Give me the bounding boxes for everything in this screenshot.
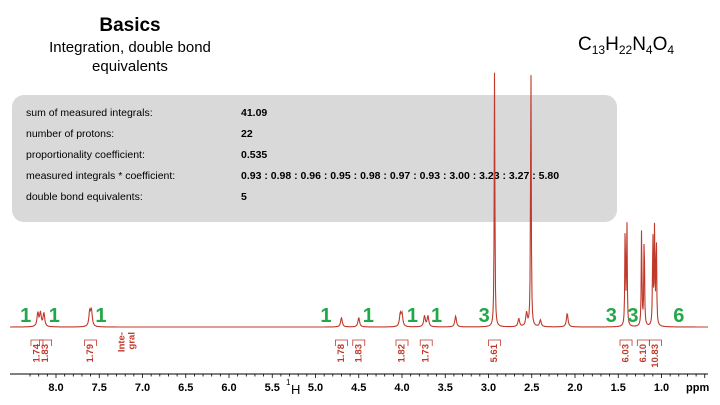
x-axis: 8.0 7.5 7.0 6.5 6.0 5.5 5.0 4.5 4.0 3.5 3.0 2.5 2.0 1… bbox=[10, 373, 709, 397]
proton-count-2: 1 bbox=[95, 305, 106, 327]
info-value-protons: 22 bbox=[241, 128, 253, 140]
integral-bracket-5 bbox=[395, 339, 409, 346]
integral-bracket-2 bbox=[84, 339, 97, 346]
formula-h-count: 22 bbox=[618, 43, 633, 57]
integral-label-4: 1.83 bbox=[353, 344, 364, 363]
title-block: Basics Integration, double bond equivale… bbox=[20, 14, 240, 76]
proton-count-6: 1 bbox=[431, 305, 442, 327]
integral-bracket-4 bbox=[352, 339, 366, 346]
x-tick-label-5: 5.5 bbox=[265, 382, 280, 394]
integral-header-1: gral bbox=[127, 332, 138, 349]
integral-bracket-7 bbox=[488, 339, 501, 346]
x-tick-label-10: 3.0 bbox=[481, 382, 496, 394]
x-axis-label-prefix: 1 bbox=[286, 378, 291, 387]
spectrum-trace bbox=[10, 72, 708, 328]
integral-label-6: 1.73 bbox=[421, 344, 432, 363]
integral-label-3: 1.78 bbox=[336, 344, 347, 363]
x-tick-label-1: 7.5 bbox=[92, 382, 107, 394]
proton-count-4: 1 bbox=[363, 305, 374, 327]
info-label-scaled: measured integrals * coefficient: bbox=[26, 170, 176, 182]
proton-count-9: 3 bbox=[627, 305, 638, 327]
info-box: sum of measured integrals: 41.09 number … bbox=[12, 95, 617, 222]
x-tick-label-0: 8.0 bbox=[48, 382, 63, 394]
integral-label-9: 6.10 bbox=[638, 344, 649, 363]
integral-header-0: Inte- bbox=[117, 332, 128, 352]
x-tick-label-3: 6.5 bbox=[178, 382, 193, 394]
x-tick-label-12: 2.0 bbox=[567, 382, 582, 394]
info-value-coefficient: 0.535 bbox=[241, 149, 268, 161]
x-tick-label-9: 3.5 bbox=[438, 382, 453, 394]
x-tick-label-2: 7.0 bbox=[135, 382, 150, 394]
integral-label-1: 1.83 bbox=[40, 344, 51, 363]
x-axis-unit: ppm bbox=[686, 382, 709, 394]
x-tick-label-6: 5.0 bbox=[308, 382, 323, 394]
integral-layer: 1.741.83 1.79 1.78 1.83 1.82 1.73 5.61 6.03 6.10… bbox=[30, 332, 662, 368]
x-axis-label: H bbox=[291, 382, 300, 397]
proton-count-3: 1 bbox=[320, 305, 331, 327]
integral-bracket-8 bbox=[619, 339, 633, 346]
formula-n-count: 4 bbox=[645, 43, 653, 57]
proton-count-10: 6 bbox=[673, 305, 684, 327]
info-value-dbe: 5 bbox=[241, 191, 247, 203]
spectrum-layer bbox=[10, 72, 708, 328]
integral-label-2: 1.79 bbox=[85, 344, 96, 363]
x-tick-label-7: 4.5 bbox=[351, 382, 366, 394]
integral-label-5: 1.82 bbox=[397, 344, 408, 363]
proton-count-0: 1 bbox=[20, 305, 31, 327]
integral-label-0: 1.74 bbox=[31, 343, 42, 362]
page-title: Basics bbox=[99, 15, 161, 36]
x-tick-label-14: 1.0 bbox=[654, 382, 669, 394]
x-tick-label-8: 4.0 bbox=[394, 382, 409, 394]
x-tick-label-13: 1.5 bbox=[611, 382, 626, 394]
proton-count-7: 3 bbox=[479, 305, 490, 327]
integral-label-8: 6.03 bbox=[621, 344, 632, 363]
proton-count-8: 3 bbox=[606, 305, 617, 327]
integral-label-10: 10.83 bbox=[650, 344, 661, 368]
info-label-dbe: double bond equivalents: bbox=[26, 191, 143, 203]
formula-o-count: 4 bbox=[667, 43, 675, 57]
x-tick-label-4: 6.0 bbox=[221, 382, 236, 394]
info-label-sum: sum of measured integrals: bbox=[26, 107, 153, 119]
info-label-coefficient: proportionality coefficient: bbox=[26, 149, 145, 161]
molecular-formula: C13H22N4O4 bbox=[578, 34, 675, 57]
info-label-protons: number of protons: bbox=[26, 128, 115, 140]
info-value-scaled: 0.93 : 0.98 : 0.96 : 0.95 : 0.98 : 0.97 … bbox=[241, 170, 560, 182]
page-subtitle: Integration, double bond equivalents bbox=[49, 39, 211, 75]
integral-bracket-6 bbox=[419, 339, 433, 346]
integral-bracket-10 bbox=[649, 339, 662, 346]
info-value-sum: 41.09 bbox=[241, 107, 268, 119]
proton-count-1: 1 bbox=[49, 305, 60, 327]
integral-label-7: 5.61 bbox=[489, 343, 500, 362]
integral-bracket-0 bbox=[30, 339, 44, 346]
x-tick-label-11: 2.5 bbox=[524, 382, 539, 394]
integral-bracket-1 bbox=[39, 339, 53, 346]
formula-c-count: 13 bbox=[591, 43, 606, 57]
integral-bracket-3 bbox=[335, 339, 348, 346]
proton-count-5: 1 bbox=[407, 305, 418, 327]
